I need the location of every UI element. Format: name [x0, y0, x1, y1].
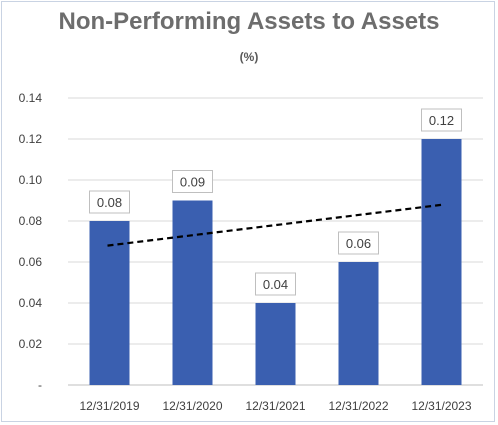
data-label-box — [421, 108, 462, 132]
data-label-text: 0.04 — [263, 277, 288, 292]
data-label: 0.09 — [172, 170, 213, 193]
x-tick-label: 12/31/2022 — [328, 399, 388, 413]
y-tick-label: 0.12 — [19, 132, 43, 146]
data-label-text: 0.09 — [180, 175, 205, 190]
data-label-text: 0.12 — [429, 113, 454, 128]
x-tick-label: 12/31/2023 — [411, 399, 471, 413]
y-tick-label: 0.06 — [19, 255, 43, 269]
x-tick-label: 12/31/2021 — [245, 399, 305, 413]
y-tick-label: 0.02 — [19, 337, 43, 351]
x-tick-label: 12/31/2020 — [162, 399, 222, 413]
data-label-box — [255, 272, 296, 296]
y-tick-label: 0.04 — [19, 296, 43, 310]
data-labels: 0.08 0.09 0.04 0.06 0.12 — [89, 108, 462, 296]
bar — [89, 221, 130, 385]
x-axis: 12/31/2019 12/31/2020 12/31/2021 12/31/2022… — [79, 399, 471, 413]
data-label-text: 0.06 — [346, 236, 371, 251]
trendline-group — [107, 203, 444, 247]
y-tick-label: 0.08 — [19, 214, 43, 228]
bars — [89, 139, 462, 385]
data-label: 0.04 — [255, 272, 296, 296]
bar — [338, 262, 379, 385]
y-axis: - 0.02 0.04 0.06 0.08 0.10 0.12 0.14 — [19, 91, 43, 392]
y-tick-label: 0.14 — [19, 91, 43, 105]
trendline — [107, 203, 444, 247]
y-tick-label: - — [38, 378, 42, 392]
chart-subtitle: (%) — [239, 50, 259, 64]
data-label-text: 0.08 — [97, 195, 122, 210]
x-tick-label: 12/31/2019 — [79, 399, 139, 413]
data-label-box — [89, 190, 130, 214]
bar — [421, 139, 462, 385]
bar — [255, 303, 296, 385]
data-label-box — [338, 231, 379, 255]
chart-title: Non-Performing Assets to Assets — [58, 8, 440, 35]
bar — [172, 200, 213, 385]
y-tick-label: 0.10 — [19, 173, 43, 187]
data-label: 0.06 — [338, 231, 379, 255]
data-label: 0.12 — [421, 108, 462, 132]
data-label-box — [172, 170, 213, 193]
data-label: 0.08 — [89, 190, 130, 214]
